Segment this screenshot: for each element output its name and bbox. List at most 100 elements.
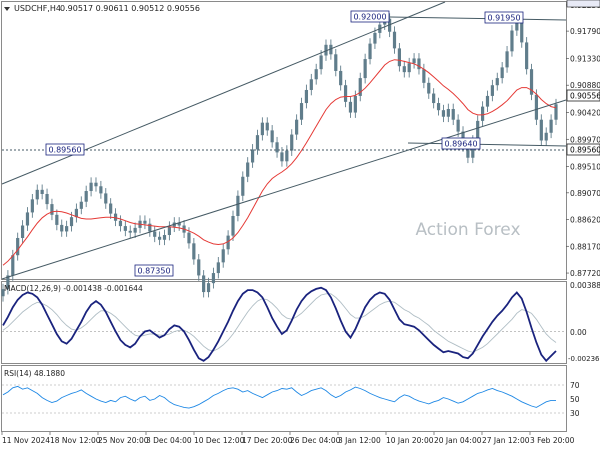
candle-body (109, 203, 113, 214)
candle-body (554, 104, 558, 120)
candle-body (133, 227, 137, 233)
time-tick-label: 17 Dec 20:00 (242, 436, 293, 445)
candle-body (162, 235, 167, 240)
candle-body (456, 119, 460, 132)
svg-text:0.89640: 0.89640 (444, 140, 477, 149)
candle-body (226, 235, 230, 250)
annotation-0.92000[interactable]: 0.92000 (350, 10, 390, 23)
candle-body (417, 58, 421, 70)
candle-body (260, 122, 264, 136)
candle-body (128, 230, 132, 233)
candle-body (250, 149, 255, 163)
time-tick-label: 3 Dec 04:00 (146, 436, 192, 445)
candle-body (324, 44, 328, 56)
macd-tick-top: 0.00388 (570, 281, 600, 290)
macd-label: MACD(12,26,9) -0.001438 -0.001644 (4, 284, 143, 293)
support-line[interactable] (407, 142, 567, 147)
candle-body (74, 208, 79, 218)
candle-body (529, 69, 534, 95)
price-tick-label: 0.88170 (570, 242, 600, 251)
candle-body (30, 199, 34, 213)
candle-body (392, 31, 397, 49)
candle-body (495, 78, 499, 86)
macd-axis: 0.00388 0.00 -0.002361 (568, 281, 600, 363)
candle-body (153, 231, 157, 237)
candle-body (525, 42, 529, 70)
candle-body (343, 85, 348, 102)
level-price-tag: 0.89560 (566, 143, 600, 156)
candle-body (35, 189, 39, 200)
candle-body (309, 79, 313, 90)
candle-body (94, 182, 98, 187)
annotation-0.87350[interactable]: 0.87350 (134, 264, 174, 277)
candle-body (348, 101, 353, 113)
candle-body (480, 106, 485, 121)
time-tick-label: 10 Dec 12:00 (194, 436, 245, 445)
resistance-line[interactable] (389, 16, 567, 21)
candle-body (314, 69, 318, 80)
macd-line (2, 286, 557, 363)
rsi-tick-30: 30 (570, 409, 580, 418)
candle-body (55, 214, 59, 225)
dropdown-triangle-icon[interactable] (4, 7, 10, 11)
candle-body (246, 162, 250, 177)
candle-body (549, 119, 553, 133)
time-tick-label: 18 Nov 12:00 (50, 436, 101, 445)
candle-body (79, 201, 83, 209)
candle-body (500, 67, 504, 79)
candle-body (295, 119, 299, 135)
candle-body (334, 54, 338, 71)
candle-body (16, 237, 20, 256)
price-tick-label: 0.91790 (570, 27, 600, 36)
rsi-axis: 70 50 30 (570, 381, 580, 418)
candle-body (177, 222, 181, 226)
candle-body (432, 93, 436, 104)
candle-body (148, 223, 152, 232)
candle-body (89, 182, 93, 192)
annotation-0.89560[interactable]: 0.89560 (45, 143, 85, 156)
candle-body (544, 132, 548, 141)
candle-body (40, 189, 44, 194)
candle-body (466, 146, 470, 158)
candle-body (1, 289, 5, 297)
candle-body (515, 21, 519, 31)
candle-body (353, 95, 357, 113)
candle-body (280, 152, 284, 162)
price-panel-frame (1, 1, 567, 280)
candle-body (270, 130, 274, 143)
svg-text:0.90556: 0.90556 (570, 92, 600, 101)
candle-body (304, 89, 309, 104)
channel-lower-line[interactable] (1, 99, 567, 280)
annotation-0.91950[interactable]: 0.91950 (484, 11, 524, 24)
candle-body (299, 103, 304, 120)
candle-body (402, 66, 406, 73)
candle-body (275, 142, 279, 153)
candle-body (221, 249, 225, 263)
candle-body (285, 150, 289, 162)
candle-body (485, 95, 490, 107)
candle-body (118, 220, 123, 227)
candle-body (211, 273, 216, 284)
candle-body (368, 43, 372, 60)
annotation-0.89640[interactable]: 0.89640 (441, 137, 481, 150)
time-tick-label: 3 Jan 12:00 (338, 436, 381, 445)
price-tick-label: 0.87720 (570, 269, 600, 278)
price-tick-label: 0.89970 (570, 135, 600, 144)
current-price-tag: 0.90556 (566, 89, 600, 102)
candle-body (520, 21, 524, 43)
price-tick-label: 0.90420 (570, 109, 600, 118)
candle-body (265, 122, 269, 131)
candle-body (45, 193, 49, 205)
ohlc-readout: 0.90517 0.90611 0.90512 0.90556 (60, 4, 200, 13)
candle-body (427, 82, 431, 94)
rsi-layer (2, 385, 556, 409)
candle-body (490, 85, 494, 96)
candle-body (422, 69, 426, 83)
candle-body (476, 120, 480, 141)
time-tick-label: 27 Jan 12:00 (482, 436, 530, 445)
candle-body (187, 232, 191, 244)
candle-body (216, 262, 220, 274)
candle-body (358, 78, 362, 96)
